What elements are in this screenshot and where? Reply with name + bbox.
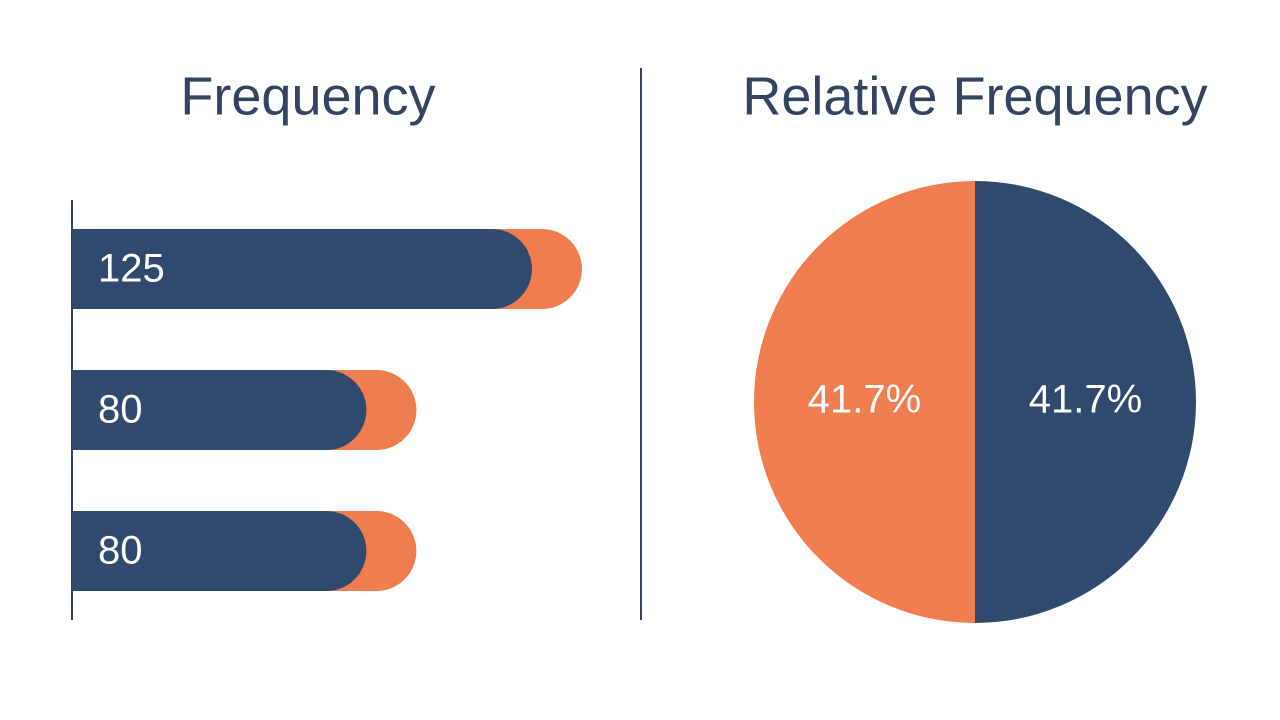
data-label: 41.7% — [1029, 378, 1142, 422]
pie-slice — [754, 181, 975, 623]
bar — [72, 229, 152, 309]
bar — [72, 370, 152, 450]
bar — [72, 229, 532, 309]
chart-title: Frequency — [180, 66, 435, 126]
data-label: 41.7% — [808, 378, 921, 422]
data-label: 125 — [98, 247, 165, 291]
pie-slice — [975, 181, 1196, 623]
chart-title: Relative Frequency — [742, 66, 1207, 126]
data-label: 80 — [98, 529, 143, 573]
bar — [72, 511, 152, 591]
data-label: 80 — [98, 388, 143, 432]
